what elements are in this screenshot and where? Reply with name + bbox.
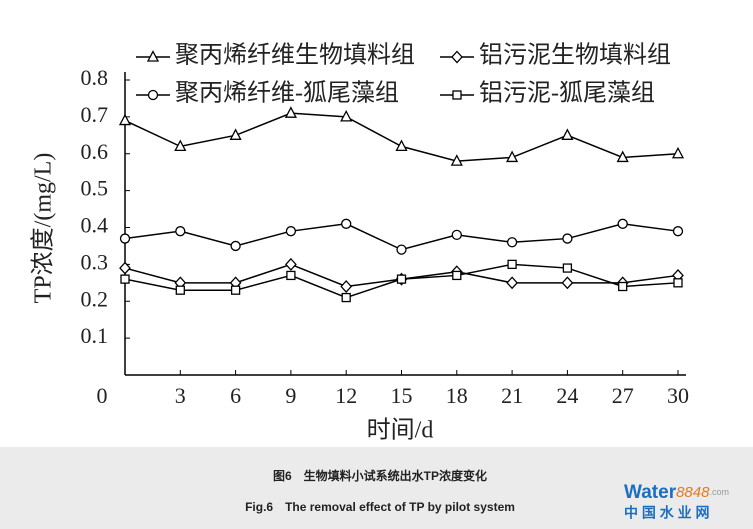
y-axis-label: TP浓度/(mg/L) [30,153,57,304]
watermark-brand: Water8848.com [624,482,729,503]
watermark-number: 8848 [676,484,710,501]
watermark-cn: 中 国 水 业 网 [624,505,710,521]
data-point [617,218,628,229]
data-point [120,274,130,284]
data-point [616,150,629,163]
legend-label: 聚丙烯纤维生物填料组 [175,42,415,69]
y-tick-label: 0.3 [81,249,109,274]
data-point [450,154,463,166]
x-tick-label: 3 [175,383,186,408]
x-tick-label: 21 [501,383,523,408]
legend-marker [146,50,160,62]
data-point [562,263,573,273]
data-point [562,233,573,244]
watermark-word: Water [624,482,677,503]
data-point [174,139,187,152]
data-point [671,146,685,159]
y-tick-label: 0.5 [81,176,109,201]
series-line [124,112,679,162]
x-axis-label: 时间/d [367,417,434,444]
caption-band [0,447,753,529]
data-point [340,109,353,122]
watermark-domain: .com [709,487,729,497]
data-point [230,240,241,252]
data-point [396,274,407,284]
data-point [340,280,353,293]
x-tick-label: 12 [335,383,357,408]
data-point [506,237,518,248]
y-tick-label: 0 [97,383,108,408]
x-tick-label: 18 [446,383,468,408]
data-point [506,276,518,290]
legend-marker [147,89,159,101]
caption-en: Fig.6 The removal effect of TP by pilot … [245,500,515,514]
data-point [175,285,185,295]
x-tick-label: 15 [391,383,413,408]
data-point [396,244,407,255]
data-point [395,139,408,152]
y-tick-label: 0.4 [81,213,109,238]
data-point [229,128,242,140]
data-point [452,270,462,281]
legend-label: 铝污泥-狐尾藻组 [479,80,655,107]
y-tick-label: 0.7 [81,102,109,127]
legend-label: 聚丙烯纤维-狐尾藻组 [175,80,399,107]
y-tick-label: 0.1 [81,323,109,348]
data-point [506,150,519,163]
data-point [561,276,574,290]
data-point [118,113,132,126]
data-point [672,226,684,237]
data-point [284,106,297,118]
data-point [285,257,297,271]
legend-marker [451,50,463,64]
caption-cn: 图6 生物填料小试系统出水TP浓度变化 [273,468,487,483]
data-point [175,226,186,237]
data-point [341,292,351,303]
data-point [286,270,296,281]
x-tick-label: 24 [556,383,578,408]
x-tick-label: 6 [230,383,241,408]
x-tick-label: 9 [285,383,296,408]
x-tick-label: 27 [612,383,634,408]
y-tick-label: 0.6 [81,139,109,164]
data-point [285,226,297,237]
data-point [119,261,131,275]
data-point [451,229,462,241]
y-tick-label: 0.2 [81,286,109,311]
data-point [673,278,683,288]
data-point [507,259,517,270]
data-point [618,281,628,292]
y-tick-label: 0.8 [81,65,109,90]
data-point [230,285,241,295]
legend-marker [452,90,462,100]
legend-label: 铝污泥生物填料组 [479,42,671,69]
x-tick-label: 30 [667,383,689,408]
data-point [119,233,131,244]
data-point [561,128,574,140]
data-point [341,218,352,229]
